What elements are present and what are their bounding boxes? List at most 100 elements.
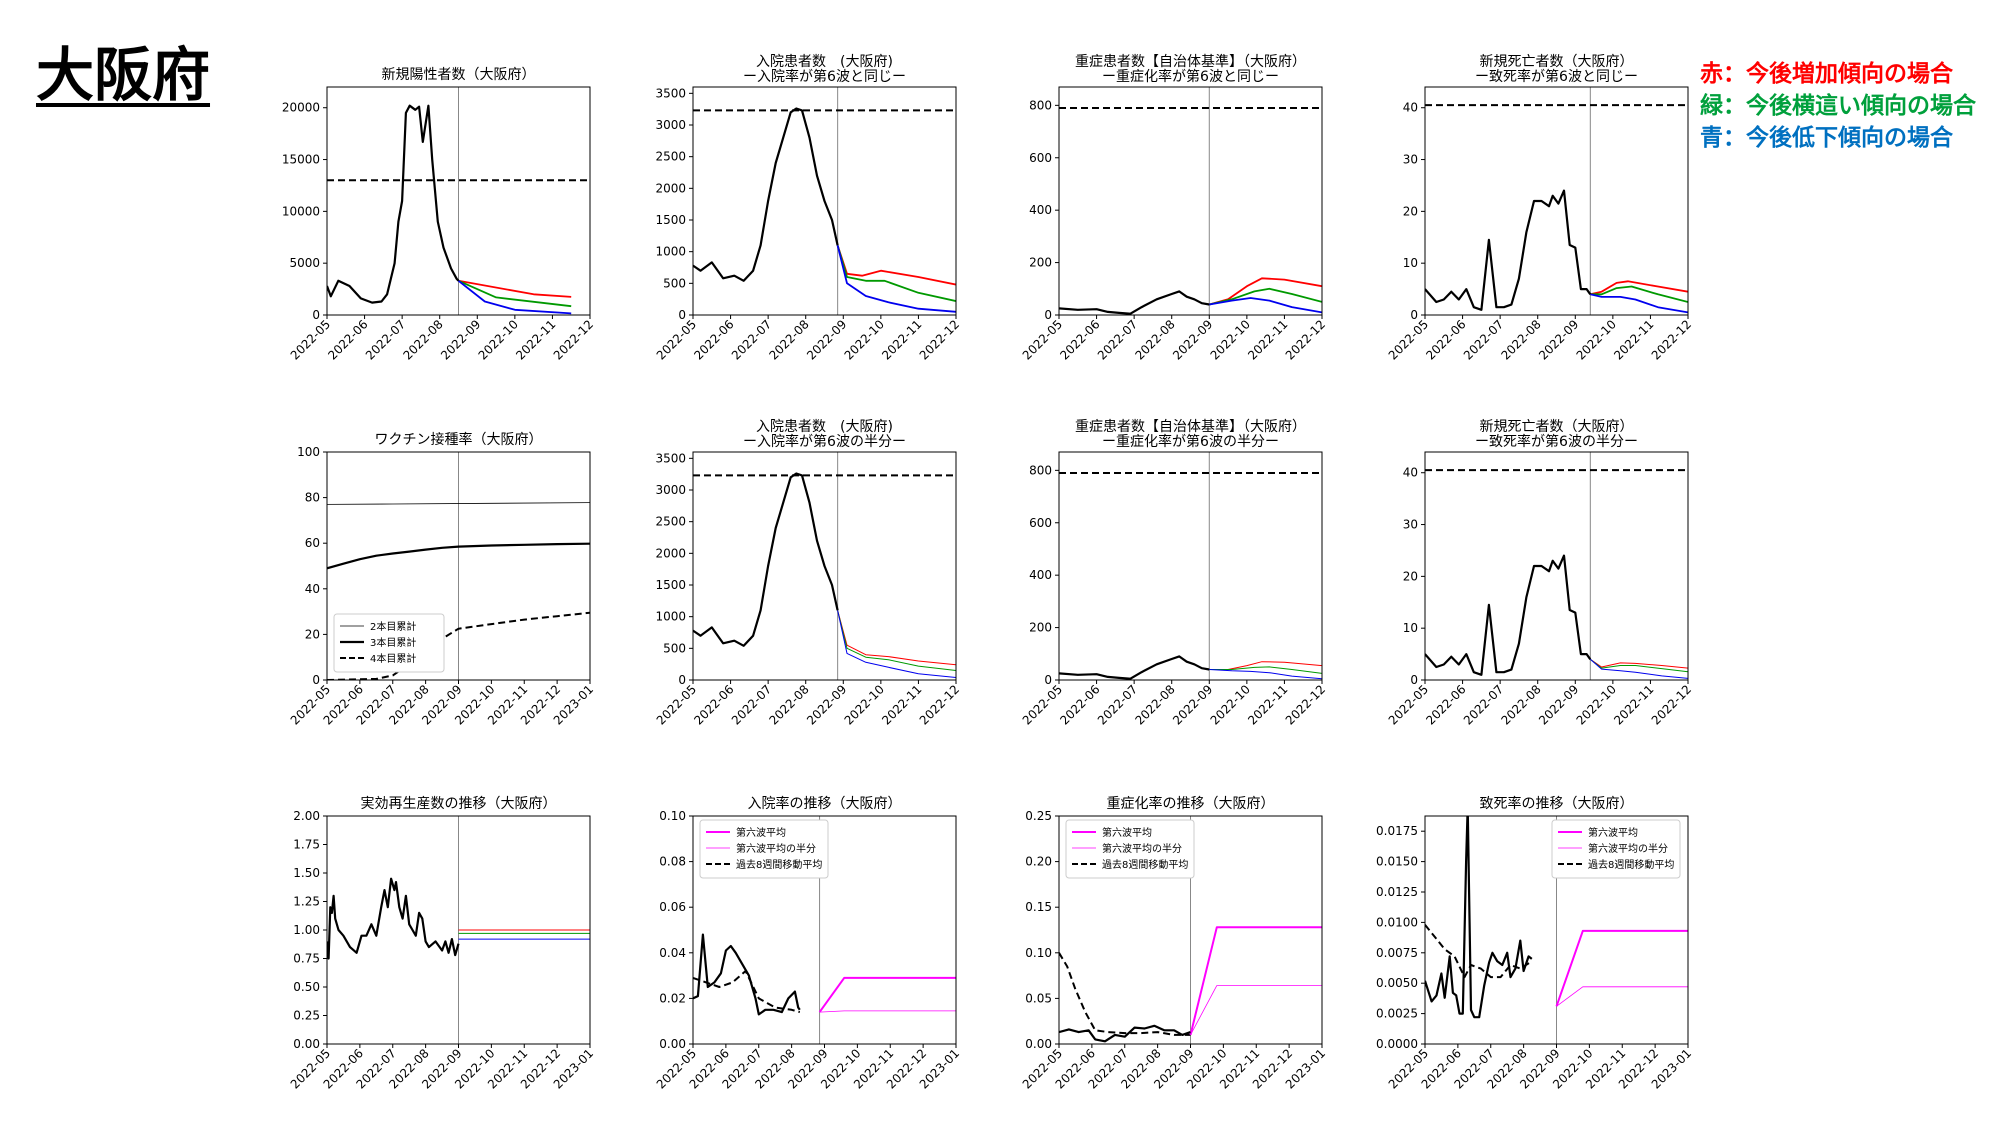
x-tick-label: 2022-06 <box>1057 682 1102 727</box>
y-tick-label: 0 <box>312 308 320 322</box>
y-tick-label: 0.08 <box>659 855 686 869</box>
chart-title: 入院率の推移（大阪府） <box>748 795 902 812</box>
scenario-blue-line <box>457 280 572 315</box>
chart-1: 新規陽性者数（大阪府）050001000015000200002022-0520… <box>282 67 596 363</box>
legend-label: 過去8週間移動平均 <box>736 858 822 871</box>
scenario-blue-line <box>1589 658 1688 679</box>
y-tick-label: 0.20 <box>1025 855 1052 869</box>
x-tick-label: 2022-05 <box>1386 682 1431 727</box>
scenario-blue-line <box>1590 293 1688 314</box>
actual-data-line <box>1059 655 1210 680</box>
plot-area <box>693 87 956 315</box>
chart-9: 実効再生産数の推移（大阪府） 0.00 0.25 0.50 0.75 1.00 1.25 1.… <box>288 796 596 1092</box>
scenario-legend: 赤：今後増加傾向の場合 緑：今後横這い傾向の場合 青：今後低下傾向の場合 <box>1700 58 1976 154</box>
y-tick-label: 0 <box>1410 308 1418 322</box>
y-tick-label: 1000 <box>655 245 686 259</box>
plot-area <box>327 816 590 1044</box>
plot-area <box>1059 87 1322 315</box>
plot-frame <box>1424 86 1689 316</box>
x-tick-label: 2022-11 <box>1245 682 1290 727</box>
x-tick-label: 2022-10 <box>842 317 887 362</box>
sixth-wave-half-line <box>1190 985 1322 1036</box>
chart-legend <box>1551 819 1681 879</box>
scenario-legend-red: 赤：今後増加傾向の場合 <box>1700 61 1953 87</box>
x-tick-label: 2022-06 <box>325 317 370 362</box>
x-tick-label: 2022-11 <box>1611 317 1656 362</box>
x-tick-label: 2022-08 <box>1132 317 1177 362</box>
plot-frame <box>1424 815 1689 1045</box>
legend-label: 過去8週間移動平均 <box>1102 858 1188 871</box>
x-tick-label: 2022-09 <box>438 317 483 362</box>
chart-7: 重症患者数【自治体基準】（大阪府）ー重症化率が第6波の半分ー 0 200 400 600… <box>1020 418 1328 728</box>
scenario-green-line <box>1590 285 1688 303</box>
chart-12: 致死率の推移（大阪府） 0.0000 0.0025 0.0050 0.0075 0.010… <box>1376 795 1694 1092</box>
plot-frame <box>692 815 957 1045</box>
x-tick-label: 2022-11 <box>879 317 924 362</box>
actual-data-line <box>327 877 460 960</box>
x-tick-label: 2022-07 <box>1095 317 1140 362</box>
chart-10: 入院率の推移（大阪府）0.000.020.040.060.080.102022-… <box>654 795 962 1092</box>
moving-average-line <box>1059 952 1191 1036</box>
chart-3: 重症患者数【自治体基準】（大阪府）ー重症化率が第6波と同じー 0 200 400 600… <box>1020 53 1328 363</box>
y-tick-label: 100 <box>297 445 320 459</box>
y-tick-label: 0.0150 <box>1376 855 1418 869</box>
y-tick-label: 2500 <box>655 150 686 164</box>
chart-legend <box>699 819 829 879</box>
y-tick-label: 20 <box>1403 569 1418 583</box>
y-tick-label: 0 <box>678 308 686 322</box>
y-tick-label: 0.0075 <box>1376 946 1418 960</box>
scenario-red-line <box>1590 658 1688 669</box>
y-tick-label: 500 <box>663 276 686 290</box>
y-tick-label: 0.05 <box>1025 991 1052 1005</box>
scenario-blue-line <box>837 610 956 678</box>
scenario-red-line <box>1590 280 1688 296</box>
x-tick-label: 2022-05 <box>654 317 699 362</box>
chart-title: 実効再生産数の推移（大阪府） <box>361 796 557 812</box>
actual-data-line <box>1059 290 1210 315</box>
y-tick-label: 2.00 <box>293 809 320 823</box>
x-tick-label: 2022-08 <box>1498 682 1543 727</box>
scenario-green-line <box>837 610 956 671</box>
sixth-wave-average-line <box>1189 926 1322 1036</box>
y-tick-label: 0.25 <box>1025 809 1052 823</box>
scenario-green-line <box>458 279 572 308</box>
actual-data-line <box>693 107 839 282</box>
y-tick-label: 200 <box>1029 256 1052 270</box>
legend-label: 4本目累計 <box>370 652 416 665</box>
sixth-wave-half-line <box>1556 986 1688 1007</box>
vaccine-series-line <box>327 502 590 505</box>
chart-legend <box>1065 819 1195 879</box>
x-tick-label: 2022-06 <box>1423 317 1468 362</box>
y-tick-label: 0.0175 <box>1376 824 1418 838</box>
y-tick-label: 3000 <box>655 483 686 497</box>
x-tick-label: 2022-12 <box>1649 682 1694 727</box>
x-tick-label: 2022-09 <box>804 317 849 362</box>
chart-11: 重症化率の推移（大阪府）0.000.050.100.150.200.252022… <box>1020 795 1328 1092</box>
x-tick-label: 2022-08 <box>1132 682 1177 727</box>
actual-data-line <box>327 104 460 304</box>
x-tick-label: 2022-09 <box>1536 317 1581 362</box>
y-tick-label: 0.15 <box>1025 900 1052 914</box>
scenario-legend-green: 緑：今後横這い傾向の場合 <box>1700 93 1976 119</box>
scenario-red-line <box>837 610 956 666</box>
y-tick-label: 600 <box>1029 516 1052 530</box>
y-tick-label: 40 <box>305 582 320 596</box>
sixth-wave-average-line <box>818 976 956 1013</box>
x-tick-label: 2022-07 <box>1095 682 1140 727</box>
y-tick-label: 0.0100 <box>1376 915 1418 929</box>
y-tick-label: 500 <box>663 641 686 655</box>
moving-average-line <box>1425 924 1533 979</box>
chart-title: ワクチン接種率（大阪府） <box>375 431 543 448</box>
x-tick-label: 2022-10 <box>842 682 887 727</box>
plot-area <box>1425 87 1688 315</box>
x-tick-label: 2022-05 <box>1386 317 1431 362</box>
y-tick-label: 1000 <box>655 610 686 624</box>
scenario-green-line <box>1589 658 1688 673</box>
y-tick-label: 400 <box>1029 203 1052 217</box>
x-tick-label: 2022-12 <box>1283 682 1328 727</box>
y-tick-label: 3500 <box>655 86 686 100</box>
plot-frame <box>692 451 957 681</box>
plot-area <box>693 452 956 680</box>
sixth-wave-half-line <box>819 1010 956 1013</box>
plot-frame <box>1058 86 1323 316</box>
